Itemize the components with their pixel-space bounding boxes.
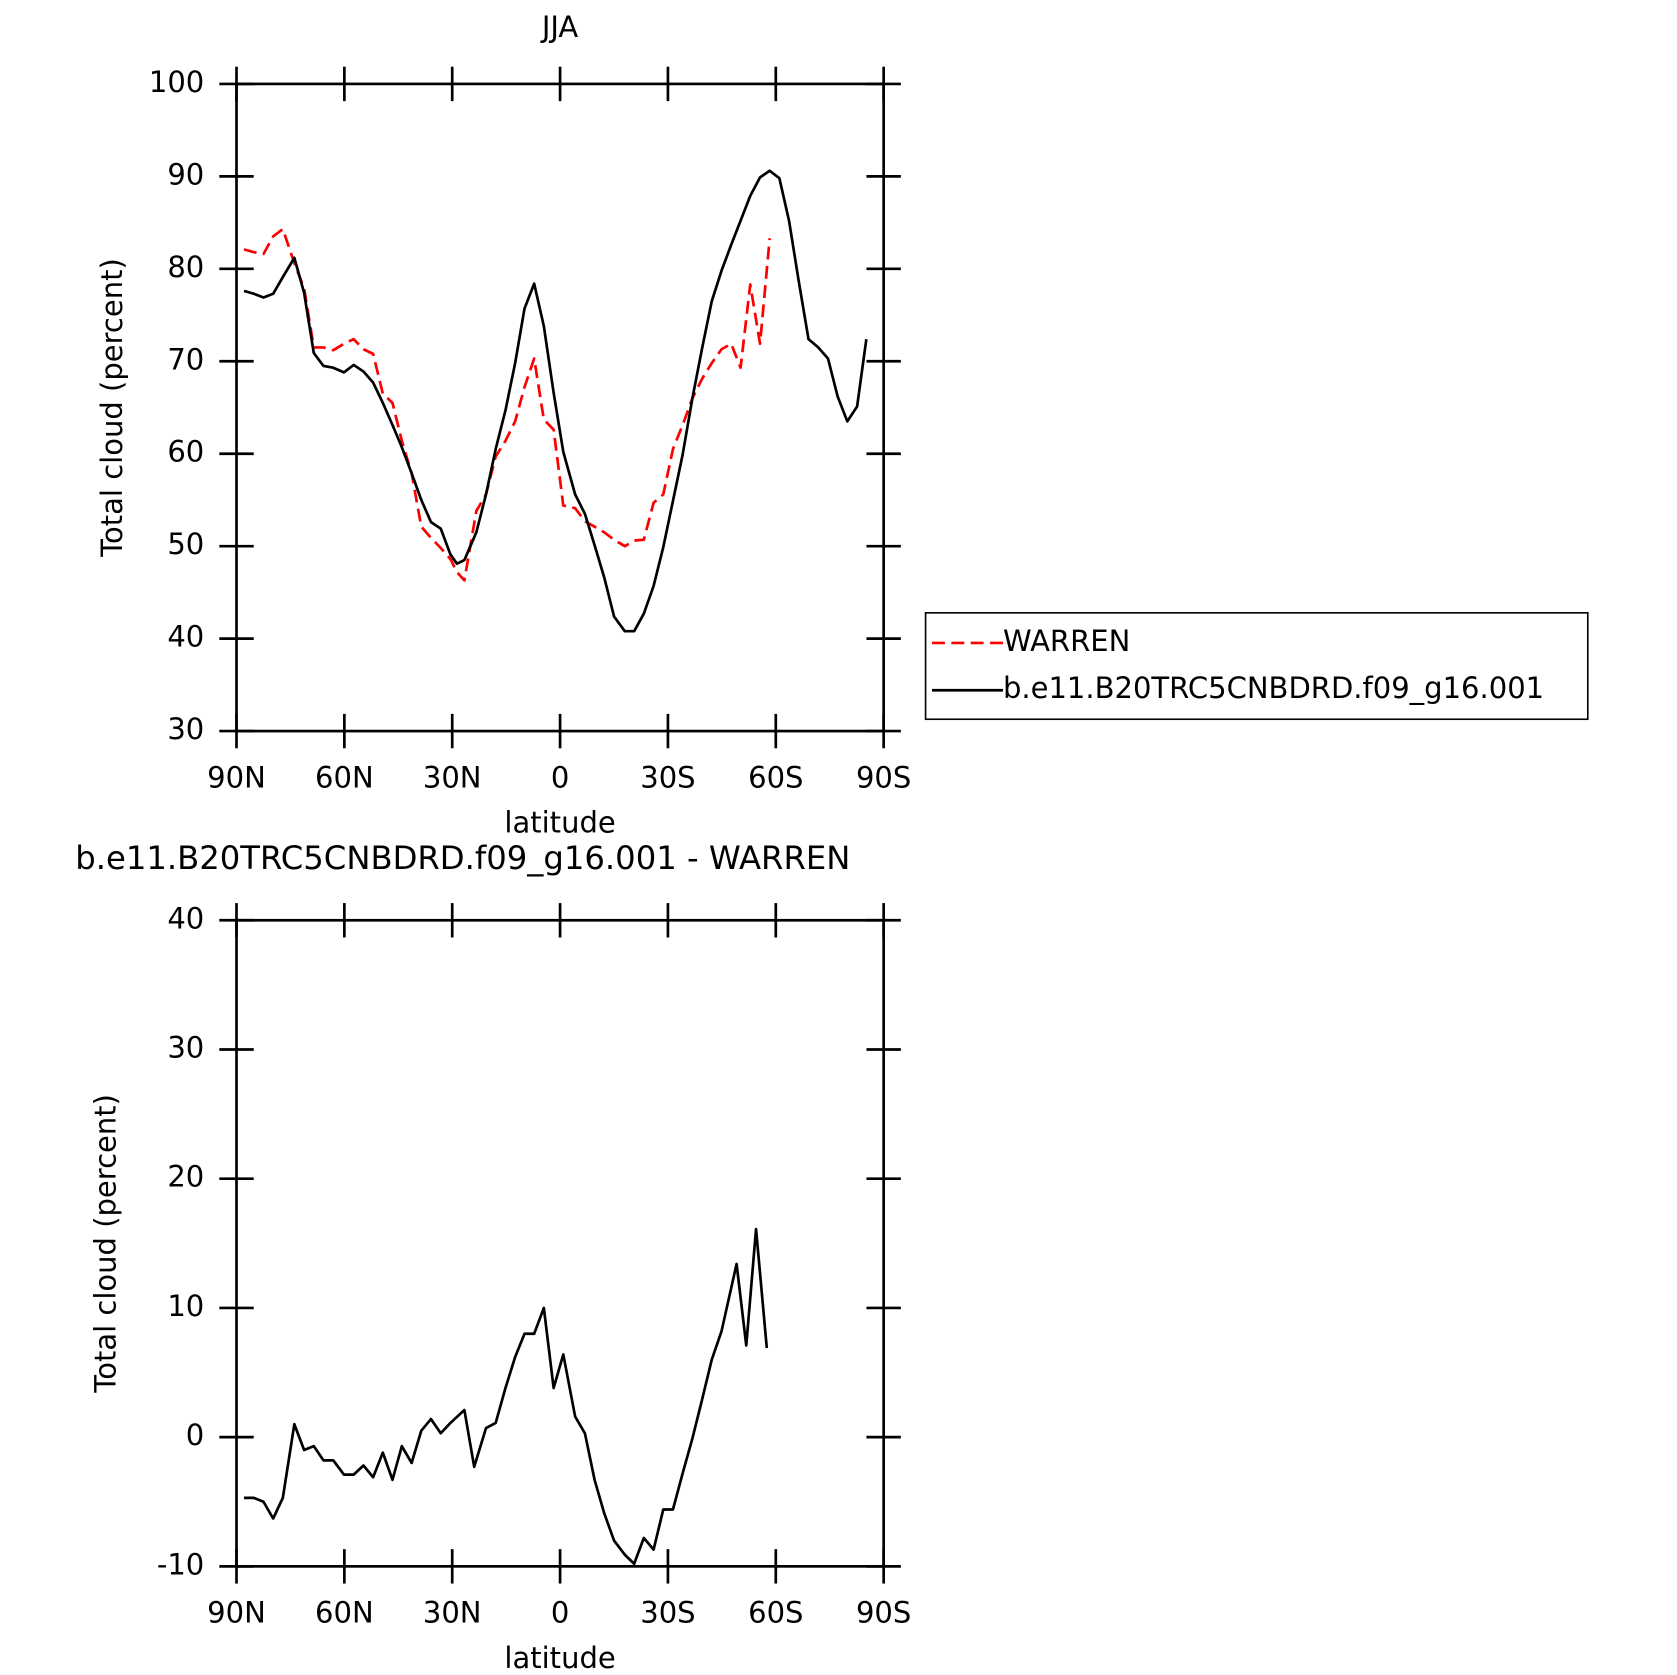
y-axis-label: Total cloud (percent): [89, 1094, 123, 1394]
x-tick-label: 90N: [207, 760, 266, 794]
x-tick-label: 60S: [748, 1596, 803, 1630]
y-tick-label: -10: [157, 1547, 204, 1581]
y-tick-label: 0: [186, 1418, 204, 1452]
y-tick-label: 30: [167, 712, 204, 746]
y-tick-label: 100: [149, 65, 204, 99]
y-tick-label: 40: [167, 620, 204, 654]
x-tick-label: 90S: [856, 760, 911, 794]
data-line: [244, 1227, 769, 1566]
legend-label: b.e11.B20TRC5CNBDRD.f09_g16.001: [1003, 671, 1544, 705]
y-tick-label: 30: [167, 1030, 204, 1064]
chart-title: b.e11.B20TRC5CNBDRD.f09_g16.001 - WARREN: [75, 839, 850, 877]
x-tick-label: 60N: [315, 760, 374, 794]
y-tick-label: 60: [167, 435, 204, 469]
x-axis-label: latitude: [504, 1641, 615, 1675]
x-tick-label: 30N: [423, 1596, 482, 1630]
x-tick-label: 90N: [207, 1596, 266, 1630]
x-tick-label: 90S: [856, 1596, 911, 1630]
data-line: [243, 169, 868, 633]
y-tick-label: 70: [167, 342, 204, 376]
y-tick-label: 90: [167, 157, 204, 191]
legend-label: WARREN: [1003, 624, 1130, 658]
x-axis-label: latitude: [504, 806, 615, 840]
x-tick-label: 30S: [640, 1596, 695, 1630]
x-tick-label: 60N: [315, 1596, 374, 1630]
y-tick-label: 80: [167, 250, 204, 284]
y-tick-label: 10: [167, 1289, 204, 1323]
plot-frame: [235, 918, 885, 1568]
x-tick-label: 60S: [748, 760, 803, 794]
y-axis-label: Total cloud (percent): [95, 258, 129, 558]
legend-box: [924, 612, 1589, 721]
plot-frame: [235, 82, 885, 733]
x-tick-label: 0: [551, 1596, 569, 1630]
data-line: [243, 227, 772, 582]
x-tick-label: 30S: [640, 760, 695, 794]
x-tick-label: 0: [551, 760, 569, 794]
y-tick-label: 20: [167, 1160, 204, 1194]
chart-title: JJA: [540, 10, 579, 44]
y-tick-label: 40: [167, 901, 204, 935]
x-tick-label: 30N: [423, 760, 482, 794]
y-tick-label: 50: [167, 527, 204, 561]
